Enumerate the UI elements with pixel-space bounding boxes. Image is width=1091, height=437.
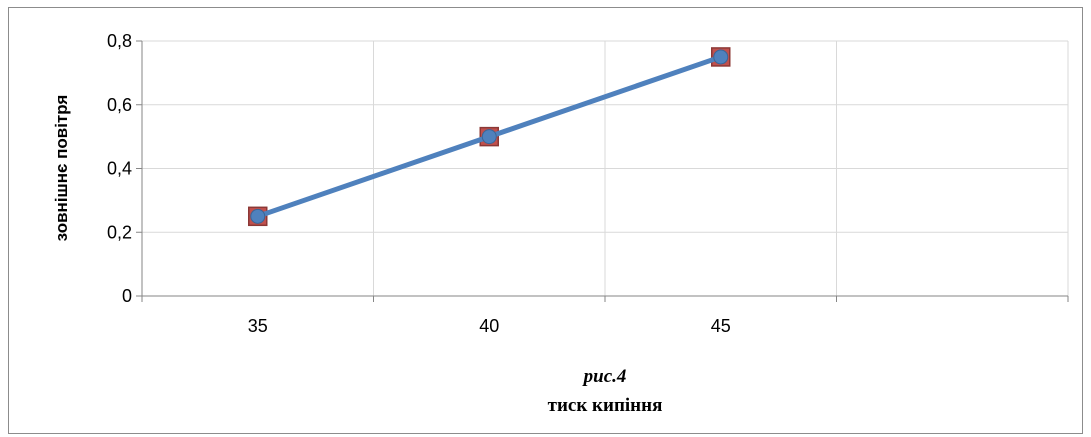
x-axis-label: тиск кипіння (548, 395, 663, 416)
x-tick-label: 45 (711, 316, 731, 336)
y-tick-label: 0,2 (107, 222, 132, 242)
y-axis-label: зовнішнє повітря (52, 95, 71, 242)
y-tick-label: 0,8 (107, 31, 132, 51)
data-point-marker (250, 208, 266, 224)
series (248, 47, 731, 227)
axes (136, 40, 1069, 302)
chart-frame (8, 7, 1083, 434)
y-tick-label: 0 (122, 286, 132, 306)
data-point-marker (713, 49, 729, 65)
x-tick-labels: 35 40 45 (248, 316, 731, 336)
x-tick-label: 35 (248, 316, 268, 336)
y-tick-labels: 0 0,2 0,4 0,6 0,8 (107, 31, 132, 306)
x-tick-label: 40 (479, 316, 499, 336)
chart-title: рис.4 (582, 366, 627, 387)
data-point-marker (481, 129, 497, 145)
y-tick-label: 0,6 (107, 95, 132, 115)
gridlines (142, 40, 1069, 296)
y-tick-label: 0,4 (107, 159, 132, 179)
